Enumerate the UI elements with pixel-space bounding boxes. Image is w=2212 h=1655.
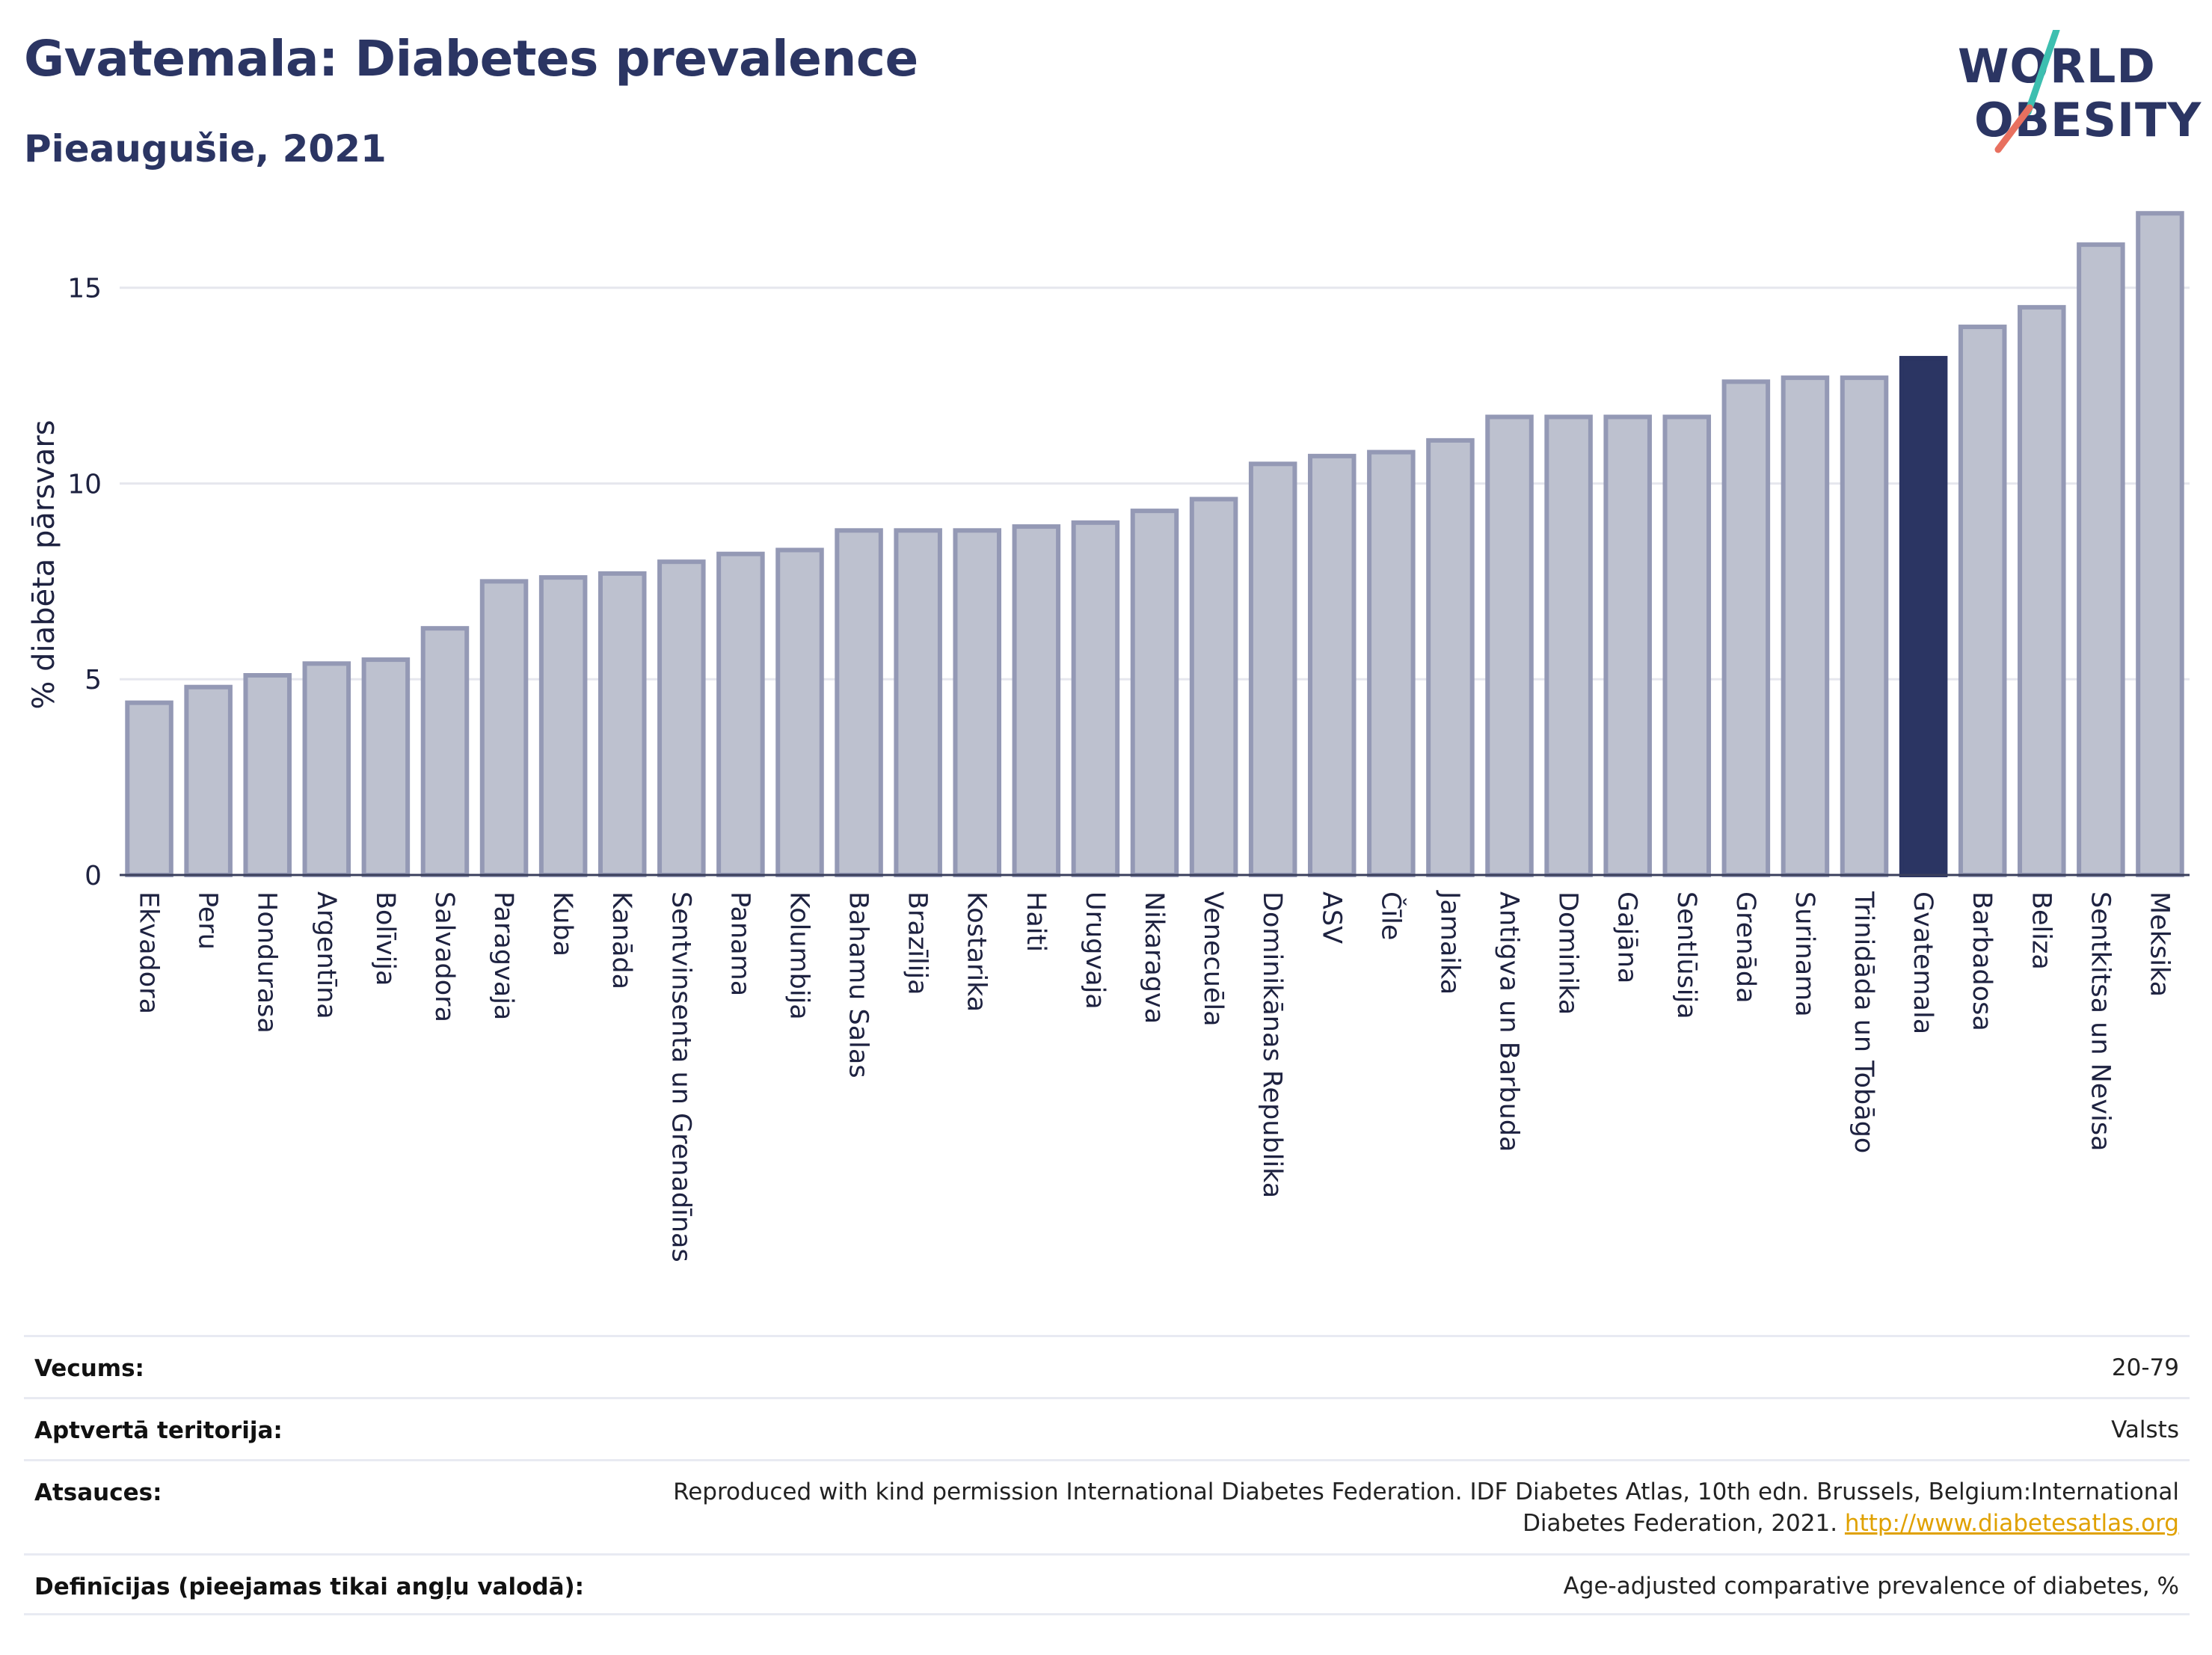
bar bbox=[1544, 414, 1593, 877]
bar bbox=[2077, 242, 2125, 877]
bar bbox=[1662, 414, 1712, 877]
references-line2: Diabetes Federation, 2021. http://www.di… bbox=[673, 1508, 2179, 1539]
info-key-references: Atsauces: bbox=[34, 1479, 162, 1506]
bar bbox=[835, 528, 883, 877]
info-key-age: Vecums: bbox=[34, 1355, 144, 1382]
bar bbox=[479, 579, 529, 878]
bar bbox=[184, 684, 233, 877]
x-tick-label: Dominikānas Republika bbox=[1257, 891, 1287, 1198]
x-tick-label: Kolumbija bbox=[784, 891, 814, 1020]
x-tick-label: Antigva un Barbuda bbox=[1494, 891, 1524, 1152]
bar bbox=[597, 571, 647, 877]
info-row-references: Atsauces: Reproduced with kind permissio… bbox=[24, 1459, 2190, 1553]
bar bbox=[894, 528, 942, 877]
x-tick-label: Barbadosa bbox=[1967, 891, 1997, 1031]
x-tick-label: Sentvinsenta un Grenadīnas bbox=[666, 891, 695, 1262]
x-tick-label: Bahamu Salas bbox=[844, 891, 873, 1078]
x-tick-label: Surinama bbox=[1789, 891, 1819, 1017]
info-value-age: 20-79 bbox=[2111, 1354, 2179, 1381]
bar bbox=[1248, 461, 1297, 877]
references-line1: Reproduced with kind permission Internat… bbox=[673, 1479, 2179, 1505]
bar bbox=[716, 551, 765, 877]
x-tick-label: Kostarika bbox=[962, 891, 992, 1012]
x-tick-label: Sentkitsa un Nevisa bbox=[2085, 891, 2115, 1152]
y-axis-title: % diabēta pārsvars bbox=[27, 420, 61, 709]
y-tick-label: 10 bbox=[67, 469, 102, 500]
y-tick-label: 15 bbox=[67, 274, 102, 304]
bar bbox=[1367, 449, 1416, 877]
bar bbox=[1721, 379, 1771, 877]
info-table: Vecums: 20-79 Aptvertā teritorija: Valst… bbox=[24, 1335, 2190, 1615]
x-tick-label: Čīle bbox=[1375, 891, 1407, 940]
x-tick-label: Urugvaja bbox=[1080, 891, 1110, 1010]
y-tick-label: 0 bbox=[85, 861, 102, 891]
x-tick-label: Nikaragva bbox=[1139, 891, 1169, 1024]
bar bbox=[538, 575, 588, 878]
bar bbox=[1307, 453, 1357, 877]
bar bbox=[1189, 497, 1238, 877]
x-tick-label: Gvatemala bbox=[1908, 891, 1938, 1034]
x-tick-label: Hondurasa bbox=[252, 891, 282, 1034]
bar bbox=[1426, 437, 1475, 877]
x-tick-label: Trinidāda un Tobāgo bbox=[1849, 891, 1878, 1153]
x-tick-label: Sentlūsija bbox=[1671, 891, 1701, 1019]
x-tick-label: Paragvaja bbox=[488, 891, 518, 1020]
logo-slash-icon bbox=[1994, 30, 2060, 153]
bar bbox=[657, 559, 706, 877]
bar bbox=[1840, 375, 1889, 877]
info-row-coverage: Aptvertā teritorija: Valsts bbox=[24, 1397, 2190, 1459]
x-tick-label: Haiti bbox=[1021, 891, 1051, 952]
bar bbox=[420, 626, 470, 877]
x-tick-label: Panama bbox=[725, 891, 755, 996]
x-tick-label: Bolīvija bbox=[370, 891, 400, 986]
x-tick-label: Venecuēla bbox=[1198, 891, 1228, 1027]
bar bbox=[1781, 375, 1830, 877]
chart-subtitle: Pieaugušie, 2021 bbox=[24, 127, 387, 171]
info-value-coverage: Valsts bbox=[2111, 1416, 2179, 1443]
bar bbox=[1130, 509, 1179, 878]
x-tick-label: Brazīlija bbox=[903, 891, 933, 995]
bar bbox=[1899, 355, 1948, 877]
bar bbox=[1603, 414, 1652, 877]
info-key-definitions: Definīcijas (pieejamas tikai angļu valod… bbox=[34, 1573, 585, 1600]
info-value-references: Reproduced with kind permission Internat… bbox=[673, 1476, 2179, 1539]
x-tick-label: Gajāna bbox=[1612, 891, 1642, 983]
x-tick-label: Beliza bbox=[2026, 891, 2056, 970]
bar bbox=[125, 700, 173, 877]
info-key-coverage: Aptvertā teritorija: bbox=[34, 1417, 283, 1444]
bar bbox=[243, 673, 292, 877]
bar bbox=[953, 528, 1002, 877]
x-tick-label: Jamaika bbox=[1434, 890, 1464, 995]
bar bbox=[775, 547, 824, 877]
bar bbox=[1958, 325, 2007, 877]
info-value-definitions: Age-adjusted comparative prevalence of d… bbox=[1563, 1573, 2179, 1600]
x-tick-label: Kuba bbox=[547, 891, 577, 957]
bar bbox=[1485, 414, 1534, 877]
bar bbox=[2018, 304, 2066, 878]
x-tick-label: Dominika bbox=[1553, 891, 1583, 1015]
references-line2-text: Diabetes Federation, 2021. bbox=[1523, 1510, 1838, 1537]
bar bbox=[1012, 524, 1061, 877]
y-tick-label: 5 bbox=[85, 665, 102, 696]
bar bbox=[302, 661, 351, 877]
chart-title: Gvatemala: Diabetes prevalence bbox=[24, 30, 918, 87]
info-row-definitions: Definīcijas (pieejamas tikai angļu valod… bbox=[24, 1553, 2190, 1615]
bar-chart: 0 5 10 15 Ekvadora Peru Hondurasa Argentīna Bolī… bbox=[27, 211, 2190, 1262]
x-tick-label: Meksika bbox=[2144, 891, 2174, 997]
world-obesity-logo: WORLD OBESITY bbox=[1944, 30, 2201, 165]
logo-line1: WORLD bbox=[1958, 39, 2156, 93]
bar bbox=[1071, 520, 1120, 878]
info-row-age: Vecums: 20-79 bbox=[24, 1335, 2190, 1397]
x-tick-label: Argentīna bbox=[311, 891, 341, 1019]
x-tick-label: ASV bbox=[1316, 891, 1346, 944]
x-tick-label: Kanāda bbox=[606, 891, 636, 989]
x-tick-label: Peru bbox=[193, 891, 223, 950]
x-tick-label: Grenāda bbox=[1730, 891, 1760, 1004]
bar bbox=[361, 657, 411, 877]
x-tick-label: Salvadora bbox=[429, 891, 459, 1022]
x-tick-label: Ekvadora bbox=[134, 891, 164, 1014]
diabetesatlas-link[interactable]: http://www.diabetesatlas.org bbox=[1844, 1510, 2179, 1537]
bar bbox=[2136, 211, 2184, 877]
